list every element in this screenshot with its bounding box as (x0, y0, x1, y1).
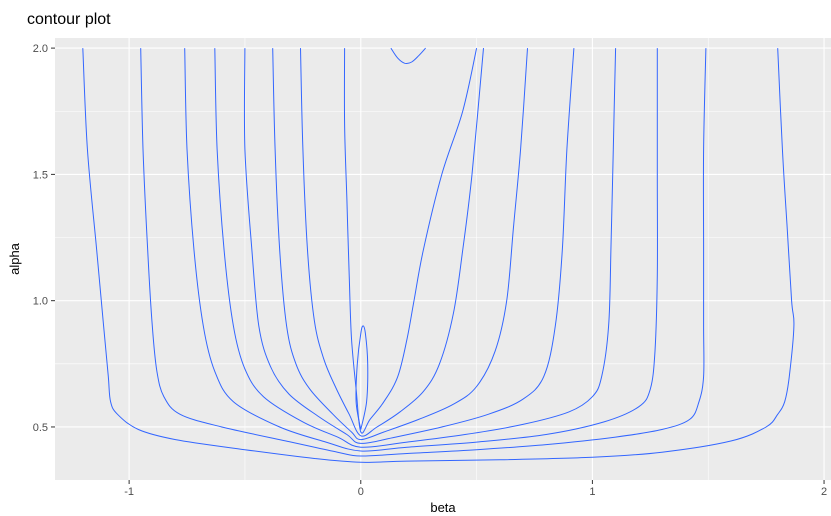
x-tick-label: -1 (124, 486, 134, 498)
plot-panel (55, 38, 831, 480)
contour-line-3 (184, 48, 658, 452)
x-tick-label: 2 (821, 486, 827, 498)
x-tick-label: 0 (358, 486, 364, 498)
y-tick-label: 0.5 (33, 422, 48, 434)
contour-line-8 (343, 47, 478, 434)
contour-lines (82, 47, 795, 463)
contour-line-1 (82, 48, 795, 463)
contour-line-9 (355, 325, 369, 430)
chart-title: contour plot (27, 11, 111, 28)
y-tick-label: 1.5 (33, 169, 48, 181)
contour-line-6 (272, 48, 528, 441)
y-tick-label: 2.0 (33, 43, 48, 55)
grid-minor (55, 38, 831, 480)
grid-major (55, 38, 831, 480)
contour-line-4 (214, 48, 617, 448)
y-axis: 0.5 1.0 1.5 2.0 (33, 43, 55, 434)
contour-line-5 (243, 48, 575, 444)
contour-line-2 (140, 48, 707, 457)
x-axis-title: beta (430, 500, 456, 515)
y-tick-label: 1.0 (33, 296, 48, 308)
x-axis: -1 0 1 2 (124, 480, 827, 498)
contour-line-7 (300, 48, 484, 437)
y-axis-title: alpha (7, 242, 22, 275)
x-tick-label: 1 (589, 486, 595, 498)
contour-line-10 (390, 47, 426, 65)
